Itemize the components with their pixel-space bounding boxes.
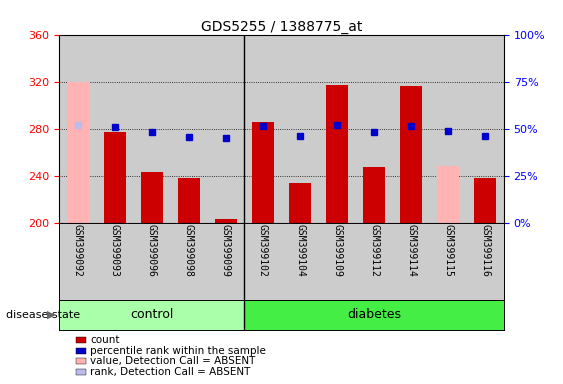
- Bar: [244, 223, 282, 300]
- Bar: [319, 223, 356, 300]
- Text: GSM399112: GSM399112: [369, 224, 379, 277]
- Bar: [215, 219, 237, 223]
- Bar: [133, 223, 171, 300]
- Bar: [430, 223, 467, 300]
- Bar: [66, 82, 89, 223]
- Bar: [289, 183, 311, 223]
- Text: GSM399104: GSM399104: [295, 224, 305, 277]
- Bar: [252, 122, 274, 223]
- Text: GSM399115: GSM399115: [443, 224, 453, 277]
- Text: GSM399096: GSM399096: [147, 224, 157, 277]
- Bar: [59, 300, 244, 330]
- Text: GSM399102: GSM399102: [258, 224, 268, 277]
- Text: GSM399098: GSM399098: [184, 224, 194, 277]
- Bar: [244, 35, 282, 223]
- Bar: [171, 223, 207, 300]
- Title: GDS5255 / 1388775_at: GDS5255 / 1388775_at: [201, 20, 362, 33]
- Text: diabetes: diabetes: [347, 308, 401, 321]
- Bar: [178, 178, 200, 223]
- Bar: [171, 35, 207, 223]
- Bar: [59, 35, 96, 223]
- Bar: [467, 223, 504, 300]
- Bar: [282, 35, 319, 223]
- Bar: [474, 178, 497, 223]
- Bar: [326, 85, 348, 223]
- Text: ▶: ▶: [47, 310, 55, 320]
- Bar: [437, 166, 459, 223]
- Text: control: control: [130, 308, 173, 321]
- Text: GSM399093: GSM399093: [110, 224, 120, 277]
- Bar: [467, 35, 504, 223]
- Text: GSM399109: GSM399109: [332, 224, 342, 277]
- Text: GSM399099: GSM399099: [221, 224, 231, 277]
- Bar: [104, 132, 126, 223]
- Text: rank, Detection Call = ABSENT: rank, Detection Call = ABSENT: [90, 367, 251, 377]
- Bar: [400, 86, 422, 223]
- Text: GSM399116: GSM399116: [480, 224, 490, 277]
- Bar: [244, 300, 504, 330]
- Text: GSM399092: GSM399092: [73, 224, 83, 277]
- Text: disease state: disease state: [6, 310, 80, 320]
- Bar: [430, 35, 467, 223]
- Bar: [96, 223, 133, 300]
- Bar: [207, 223, 244, 300]
- Bar: [282, 223, 319, 300]
- Bar: [133, 35, 171, 223]
- Bar: [96, 35, 133, 223]
- Bar: [363, 167, 385, 223]
- Text: percentile rank within the sample: percentile rank within the sample: [90, 346, 266, 356]
- Bar: [319, 35, 356, 223]
- Bar: [207, 35, 244, 223]
- Bar: [393, 223, 430, 300]
- Bar: [356, 223, 393, 300]
- Text: GSM399114: GSM399114: [406, 224, 416, 277]
- Text: count: count: [90, 335, 119, 345]
- Bar: [356, 35, 393, 223]
- Bar: [59, 223, 96, 300]
- Bar: [393, 35, 430, 223]
- Text: value, Detection Call = ABSENT: value, Detection Call = ABSENT: [90, 356, 256, 366]
- Bar: [141, 172, 163, 223]
